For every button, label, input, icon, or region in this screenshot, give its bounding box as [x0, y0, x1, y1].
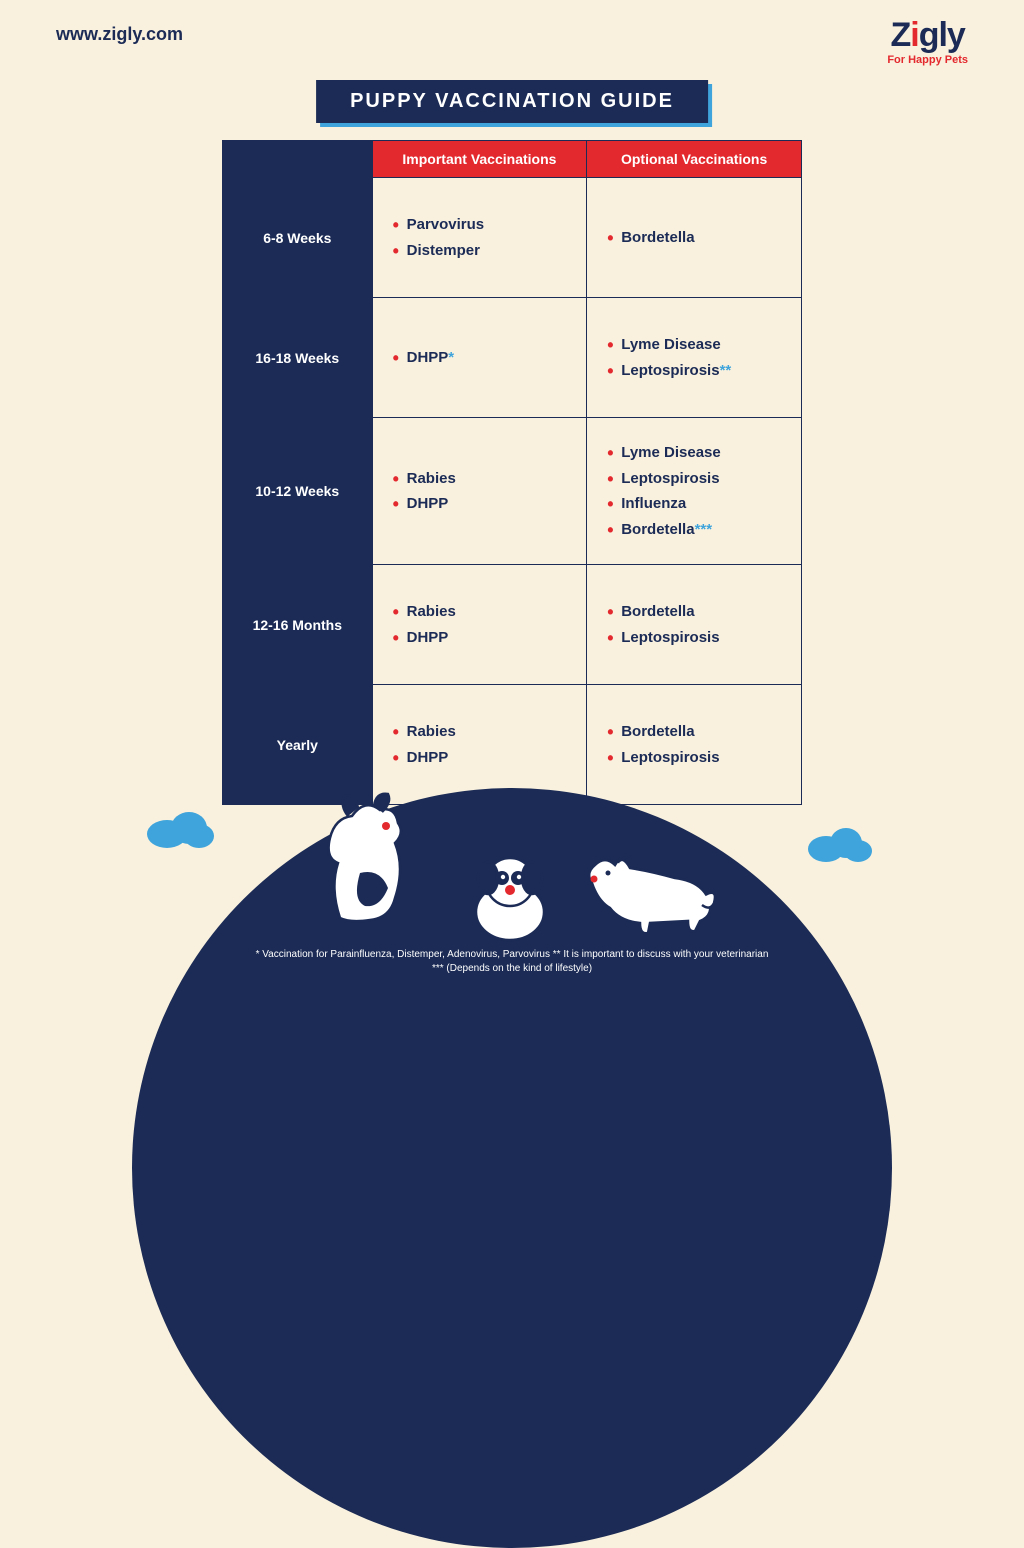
age-cell: 12-16 Months — [223, 565, 373, 685]
vaccine-item: Influenza — [607, 491, 781, 517]
table-header-row: Important Vaccinations Optional Vaccinat… — [223, 141, 802, 178]
vaccine-item: Distemper — [393, 238, 567, 264]
site-url: www.zigly.com — [56, 24, 183, 45]
table-row: 16-18 Weeks DHPP* Lyme DiseaseLeptospirosi… — [223, 298, 802, 418]
optional-cell: BordetellaLeptospirosis — [587, 565, 802, 685]
vaccine-item: Leptospirosis — [607, 625, 781, 651]
logo-text: Zigly — [887, 18, 968, 52]
important-cell: RabiesDHPP — [372, 565, 587, 685]
important-cell: RabiesDHPP — [372, 685, 587, 805]
optional-cell: BordetellaLeptospirosis — [587, 685, 802, 805]
vaccine-item: DHPP — [393, 745, 567, 771]
table-row: 6-8 WeeksParvovirusDistemperBordetella — [223, 178, 802, 298]
vaccine-item: Parvovirus — [393, 212, 567, 238]
age-cell: 6-8 Weeks — [223, 178, 373, 298]
vaccine-item: DHPP — [393, 491, 567, 517]
optional-cell: Lyme DiseaseLeptospirosis** — [587, 298, 802, 418]
page-title: PUPPY VACCINATION GUIDE — [316, 80, 708, 123]
brand-logo: Zigly For Happy Pets — [887, 18, 968, 66]
vaccination-table: Important Vaccinations Optional Vaccinat… — [222, 140, 802, 805]
vaccine-item: Lyme Disease — [607, 332, 781, 358]
vaccine-item: Rabies — [393, 466, 567, 492]
vaccine-item: Bordetella — [607, 225, 781, 251]
cloud-icon — [145, 806, 215, 848]
important-cell: RabiesDHPP — [372, 418, 587, 565]
dog-left-icon — [310, 788, 420, 928]
dog-center-icon — [460, 844, 560, 944]
footnote-text: * Vaccination for Parainfluenza, Distemp… — [162, 948, 862, 976]
vaccine-item: Lyme Disease — [607, 440, 781, 466]
vaccine-item: Leptospirosis — [607, 745, 781, 771]
vaccine-item: Bordetella*** — [607, 517, 781, 543]
vaccine-item: DHPP — [393, 625, 567, 651]
page-title-banner: PUPPY VACCINATION GUIDE — [316, 80, 708, 123]
logo-tagline: For Happy Pets — [887, 54, 968, 66]
vaccine-item: Rabies — [393, 599, 567, 625]
vaccine-item: DHPP* — [393, 345, 567, 371]
vaccine-item: Bordetella — [607, 719, 781, 745]
vaccine-item: Bordetella — [607, 599, 781, 625]
cloud-icon — [806, 823, 874, 863]
vaccine-item: Leptospirosis** — [607, 358, 781, 384]
table-row: 10-12 WeeksRabiesDHPPLyme DiseaseLeptosp… — [223, 418, 802, 565]
col-header-important: Important Vaccinations — [372, 141, 587, 178]
vaccine-item: Rabies — [393, 719, 567, 745]
vaccine-item: Leptospirosis — [607, 466, 781, 492]
important-cell: DHPP* — [372, 298, 587, 418]
table-row: 12-16 MonthsRabiesDHPPBordetellaLeptospi… — [223, 565, 802, 685]
important-cell: ParvovirusDistemper — [372, 178, 587, 298]
optional-cell: Bordetella — [587, 178, 802, 298]
age-cell: 10-12 Weeks — [223, 418, 373, 565]
age-cell: Yearly — [223, 685, 373, 805]
col-header-optional: Optional Vaccinations — [587, 141, 802, 178]
age-cell: 16-18 Weeks — [223, 298, 373, 418]
header-corner — [223, 141, 373, 178]
optional-cell: Lyme DiseaseLeptospirosisInfluenzaBordet… — [587, 418, 802, 565]
table-row: YearlyRabiesDHPPBordetellaLeptospirosis — [223, 685, 802, 805]
dog-right-icon — [580, 843, 720, 938]
